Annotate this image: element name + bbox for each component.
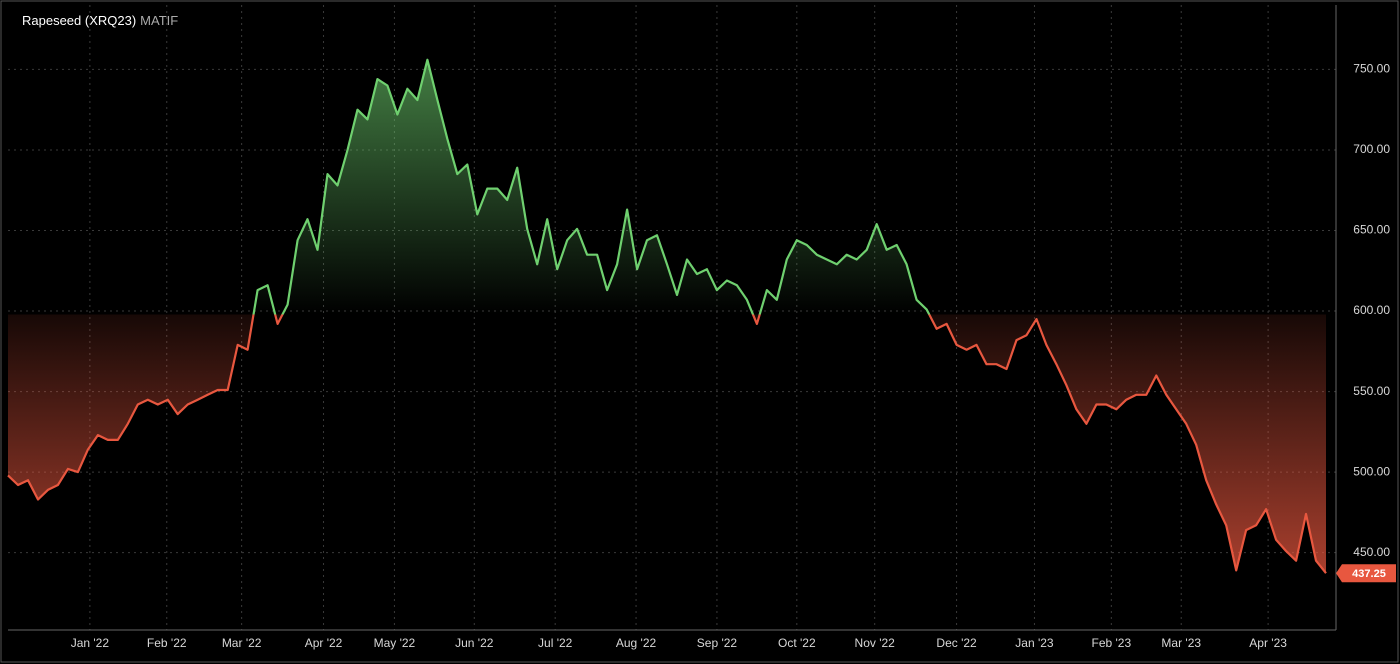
- x-tick-label: Aug '22: [616, 636, 657, 650]
- x-tick-label: Jan '23: [1015, 636, 1054, 650]
- last-price-label: 437.25: [1352, 568, 1386, 580]
- x-tick-label: Jan '22: [71, 636, 110, 650]
- y-tick-label: 700.00: [1353, 142, 1390, 156]
- x-tick-label: Jul '22: [538, 636, 573, 650]
- area: [8, 59, 1327, 574]
- x-tick-label: May '22: [374, 636, 416, 650]
- x-tick-label: Apr '22: [305, 636, 343, 650]
- price-line: [7, 58, 1327, 574]
- x-tick-label: Jun '22: [455, 636, 494, 650]
- x-tick-label: Nov '22: [855, 636, 896, 650]
- subtitle: MATIF: [140, 13, 178, 28]
- x-tick-label: Mar '22: [222, 636, 262, 650]
- title: Rapeseed (XRQ23): [22, 13, 136, 28]
- x-tick-label: Mar '23: [1161, 636, 1201, 650]
- y-tick-label: 450.00: [1353, 545, 1390, 559]
- last-price-tag: [1336, 564, 1396, 583]
- x-tick-label: Sep '22: [697, 636, 738, 650]
- x-tick-label: Feb '22: [147, 636, 187, 650]
- y-tick-label: 550.00: [1353, 384, 1390, 398]
- x-tick-label: Apr '23: [1249, 636, 1287, 650]
- y-tick-label: 750.00: [1353, 62, 1390, 76]
- x-tick-label: Dec '22: [936, 636, 977, 650]
- y-tick-label: 650.00: [1353, 223, 1390, 237]
- x-tick-label: Feb '23: [1092, 636, 1132, 650]
- y-tick-label: 500.00: [1353, 464, 1390, 478]
- chart-title: Rapeseed (XRQ23) MATIF: [22, 13, 178, 28]
- x-tick-label: Oct '22: [778, 636, 816, 650]
- y-tick-label: 600.00: [1353, 303, 1390, 317]
